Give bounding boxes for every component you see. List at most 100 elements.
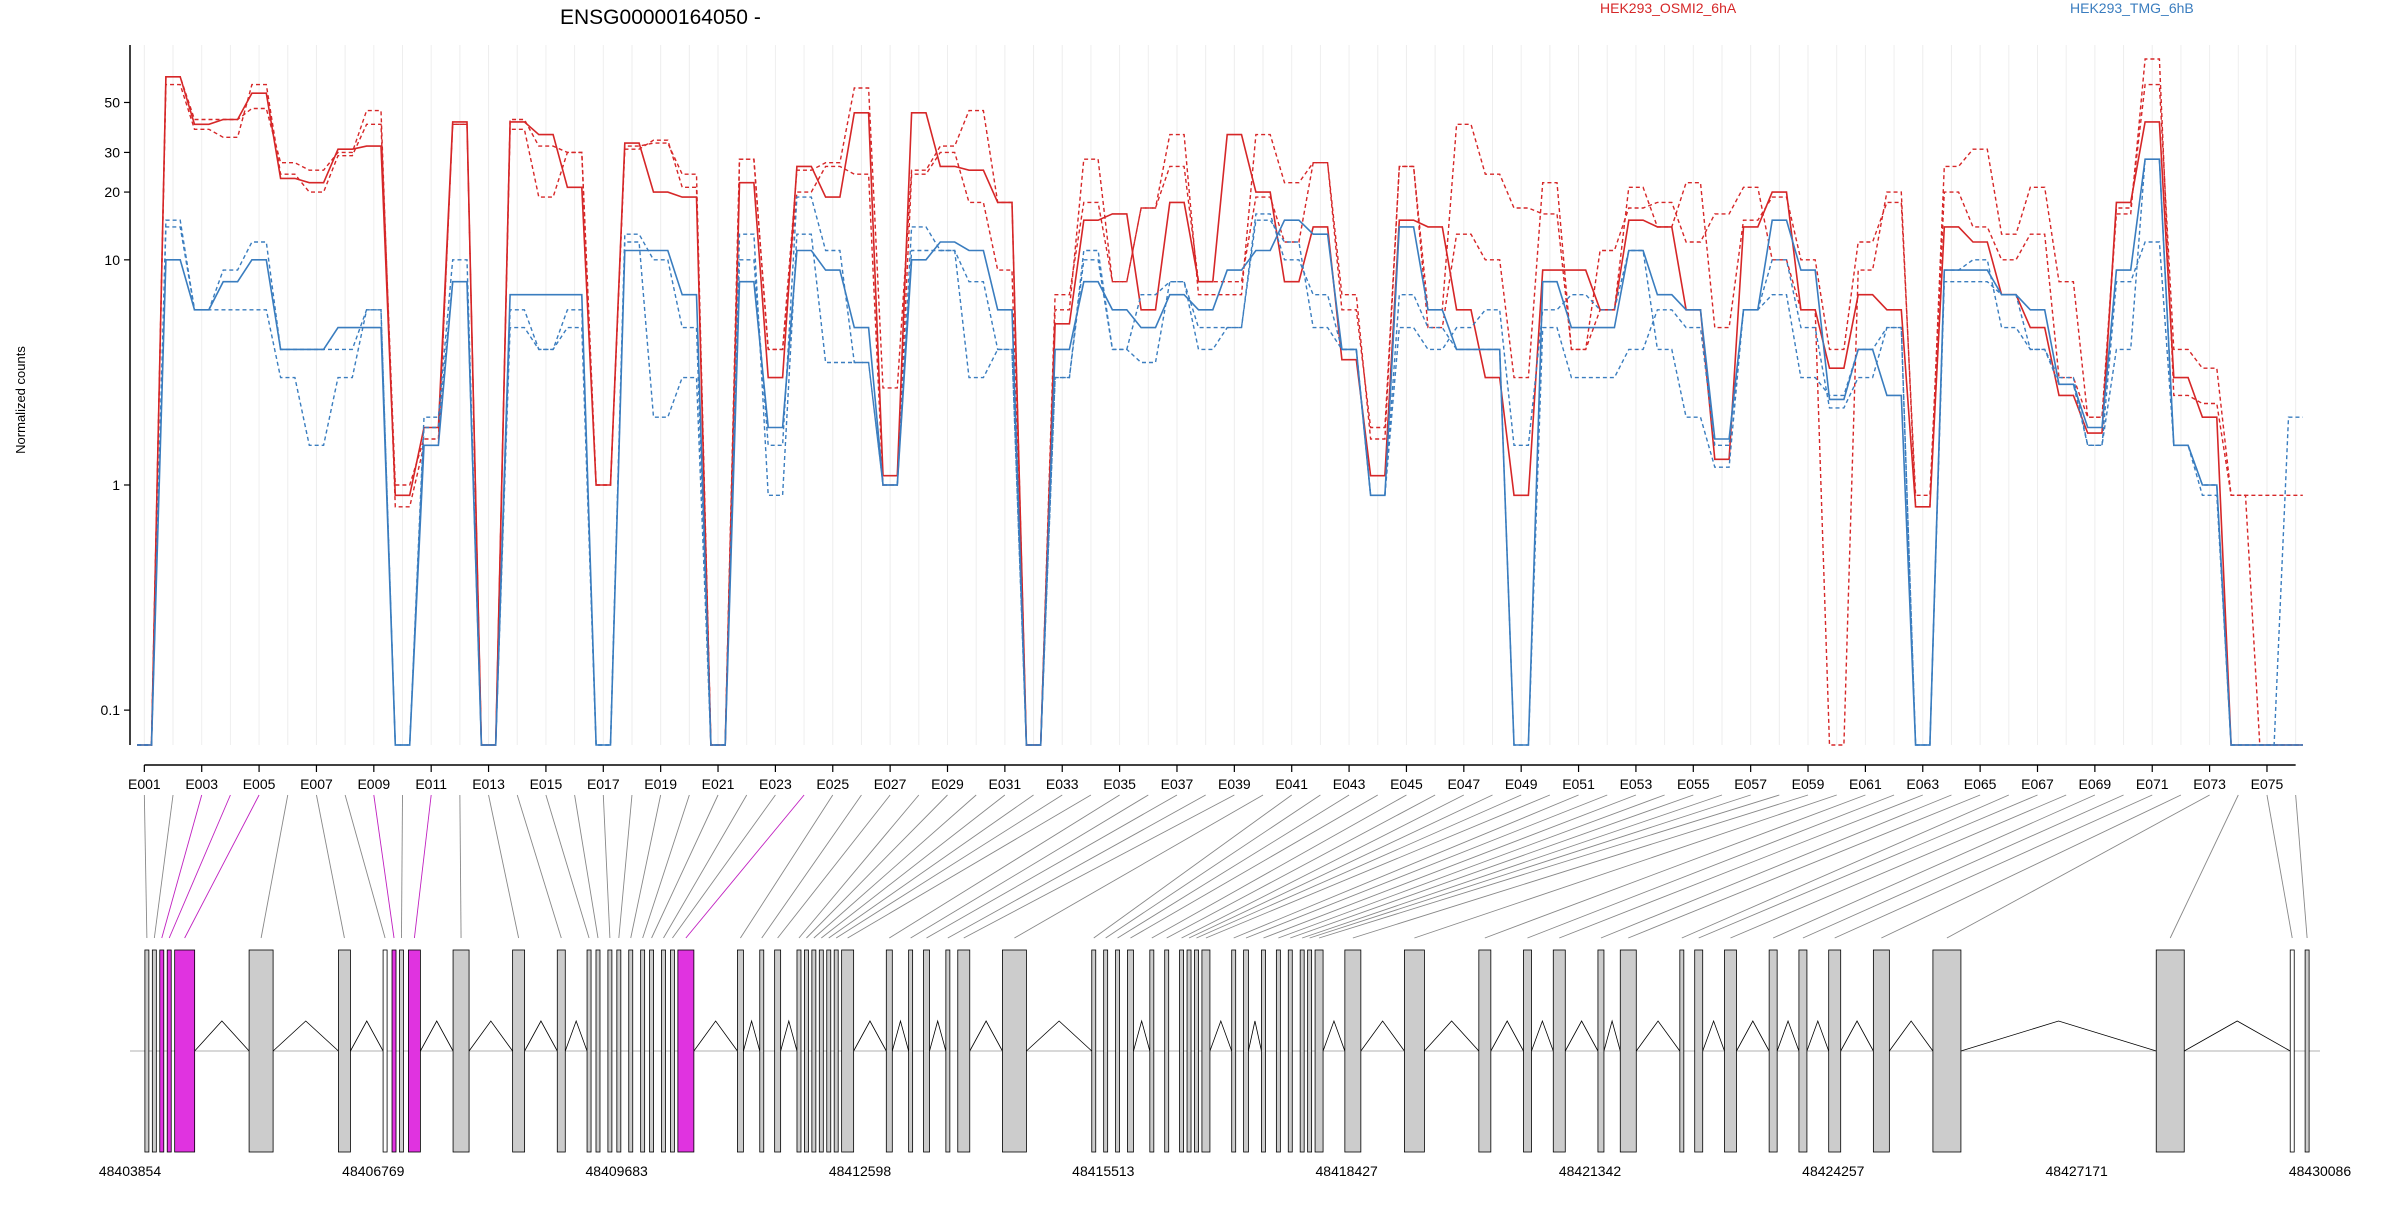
exon-box (908, 949, 914, 1153)
intron-chevron (1736, 1020, 1770, 1052)
x-tick-label: E001 (128, 776, 161, 792)
intron-chevron (1490, 1020, 1524, 1052)
x-tick-label: E007 (300, 776, 333, 792)
exon-box (1231, 949, 1237, 1153)
exon-box (737, 949, 744, 1153)
exon-box (1287, 949, 1293, 1153)
connector-line (2169, 794, 2239, 939)
connector-line (373, 794, 395, 939)
exon-box (166, 949, 172, 1153)
intron-chevron (1248, 1020, 1262, 1052)
genomic-coordinate-label: 48403854 (99, 1163, 162, 1179)
intron-chevron (2184, 1020, 2291, 1052)
x-tick-label: E025 (816, 776, 849, 792)
intron-chevron (693, 1020, 738, 1052)
exon-box (174, 949, 196, 1153)
intron-chevron (350, 1020, 384, 1052)
connector-line (1263, 794, 1637, 939)
y-tick-label: 0.1 (101, 702, 121, 718)
connector-line (926, 794, 1178, 939)
exon-box (957, 949, 971, 1153)
connector-line (821, 794, 1006, 939)
x-tick-label: E053 (1620, 776, 1653, 792)
exon-connectors (143, 794, 2308, 939)
intron-chevron (780, 1019, 798, 1052)
x-tick-label: E049 (1505, 776, 1538, 792)
connector-line (672, 794, 776, 939)
intron-chevron (1133, 1019, 1151, 1052)
intron-chevron (929, 1019, 947, 1052)
intron-chevron (420, 1020, 454, 1052)
series-lines (137, 58, 2303, 746)
intron-chevron (743, 1019, 761, 1052)
exon-box (1768, 949, 1778, 1153)
exon-box (1724, 949, 1737, 1153)
connector-line (143, 794, 148, 939)
legend-label-osmi2: HEK293_OSMI2_6hA (1600, 0, 1737, 16)
connector-line (488, 794, 520, 939)
connector-line (947, 794, 1206, 939)
exon-box (2304, 949, 2310, 1153)
exon-box (1194, 949, 1199, 1153)
exon-box (1403, 949, 1425, 1153)
connector-line (835, 794, 1063, 939)
legend-label-tmg: HEK293_TMG_6hB (2070, 0, 2194, 16)
connector-line (161, 794, 203, 939)
exon-box (159, 949, 165, 1153)
y-tick-label: 1 (112, 477, 120, 493)
connector-line (1181, 794, 1465, 939)
exon-box (833, 949, 839, 1153)
x-tick-label: E033 (1046, 776, 1079, 792)
connector-line (740, 794, 834, 939)
intron-chevron (969, 1020, 1003, 1052)
exon-box (1299, 949, 1305, 1153)
x-tick-label: E045 (1390, 776, 1423, 792)
connector-line (316, 794, 345, 939)
series-line-5 (137, 158, 2303, 746)
connector-line (1698, 794, 2038, 939)
connector-line (1151, 794, 1407, 939)
exon-box (607, 949, 613, 1153)
connector-line (1681, 794, 2009, 939)
connector-line (1802, 794, 2124, 939)
exon-box (774, 949, 782, 1153)
intron-chevron (1564, 1020, 1599, 1052)
x-tick-label: E069 (2079, 776, 2112, 792)
intron-chevron (194, 1020, 250, 1052)
connector-line (910, 794, 1149, 939)
x-tick-label: E029 (931, 776, 964, 792)
exon-box (628, 949, 634, 1153)
x-tick-label: E071 (2136, 776, 2169, 792)
connector-line (1117, 794, 1350, 939)
connector-line (574, 794, 599, 939)
exon-box (1091, 949, 1097, 1153)
x-tick-label: E039 (1218, 776, 1251, 792)
connector-line (1245, 794, 1608, 939)
connector-line (777, 794, 891, 939)
connector-line (1318, 794, 1780, 939)
connector-line (168, 794, 231, 939)
connector-line (545, 794, 590, 939)
exon-box (408, 949, 421, 1153)
x-tick-label: E037 (1161, 776, 1194, 792)
connector-line (630, 794, 662, 939)
exon-box (885, 949, 893, 1153)
exon-box (595, 949, 601, 1153)
connector-line (889, 794, 1120, 939)
connector-line (1166, 794, 1436, 939)
exon-box (1275, 949, 1281, 1153)
intron-chevron (891, 1019, 910, 1052)
connector-line (642, 794, 690, 939)
connector-line (1881, 794, 2182, 939)
connector-line (813, 794, 977, 939)
connector-line (1196, 794, 1522, 939)
intron-chevron (1840, 1020, 1874, 1052)
connector-line (1290, 794, 1694, 939)
genomic-coordinate-label: 48409683 (586, 1163, 649, 1179)
connector-line (1946, 794, 2210, 939)
intron-chevron (1603, 1019, 1621, 1052)
exon-box (1103, 949, 1109, 1153)
connector-line (806, 794, 948, 939)
x-tick-label: E027 (874, 776, 907, 792)
intron-chevron (1531, 1019, 1554, 1052)
